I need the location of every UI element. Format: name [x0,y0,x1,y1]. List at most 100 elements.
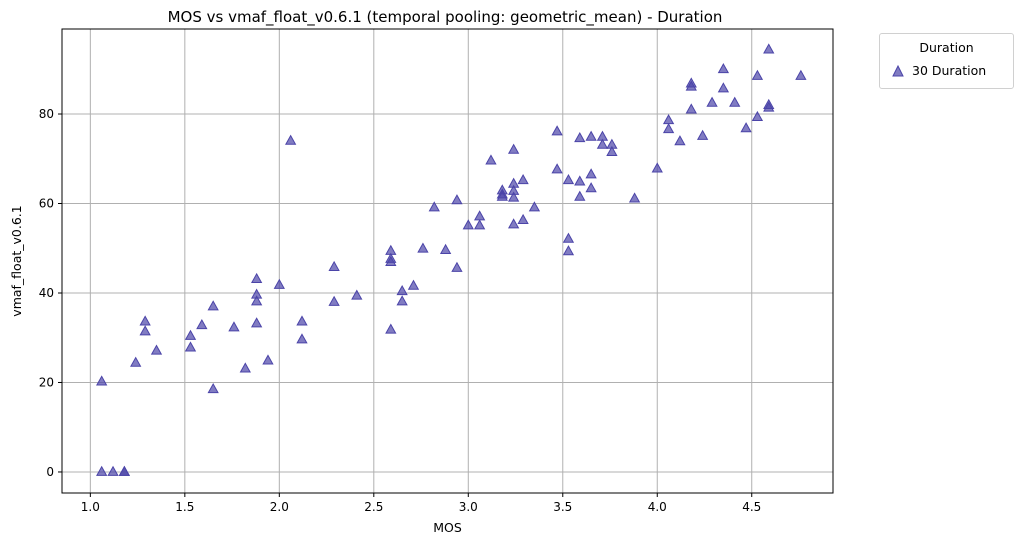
data-point [328,295,340,306]
data-point [207,300,219,311]
data-point [507,218,520,229]
data-point [507,143,520,154]
data-point [628,192,641,203]
data-point [551,125,563,136]
data-point [740,122,752,133]
data-point [262,354,274,365]
data-point [751,110,764,122]
y-tick-label: 40 [39,286,54,300]
data-point [239,362,251,373]
data-point [451,194,463,205]
data-point [407,279,420,290]
grid-lines [62,29,833,493]
data-point [250,272,263,284]
data-point [751,69,764,80]
data-point [685,103,697,114]
data-point [439,243,452,254]
y-tick-label: 0 [46,465,54,479]
data-point [328,260,340,271]
data-point [473,219,486,230]
data-point [585,182,597,193]
data-point [139,325,151,336]
data-point [685,80,697,91]
data-point [451,261,463,272]
data-point [763,43,775,54]
data-point [574,175,586,186]
data-point [417,242,429,253]
data-point [562,245,575,256]
data-point [507,191,520,202]
data-point [184,341,197,352]
data-point [551,163,563,174]
y-tick-label: 60 [39,197,54,211]
x-axis-label: MOS [433,520,462,535]
data-point [496,190,508,201]
x-tick-label: 4.0 [648,500,667,514]
data-point [118,465,131,476]
data-point [250,317,263,328]
legend: Duration 30 Duration [879,33,1014,89]
data-point [473,210,486,221]
x-tick-label: 2.5 [364,500,383,514]
data-point [228,321,240,332]
legend-series-name: 30 Duration [912,63,987,78]
data-point [296,315,308,326]
data-point [662,114,675,125]
y-tick-label: 80 [39,107,54,121]
data-point [285,134,297,145]
data-point [139,315,151,326]
chart-title: MOS vs vmaf_float_v0.6.1 (temporal pooli… [168,8,723,27]
data-point [428,201,440,212]
data-point [150,344,163,355]
data-point [250,295,263,306]
x-tick-label: 1.0 [81,500,100,514]
x-tick-label: 4.5 [742,500,761,514]
data-point [396,284,408,296]
x-tick-label: 2.0 [270,500,289,514]
data-point [96,375,108,386]
x-tick-label: 1.5 [175,500,194,514]
data-point [696,129,709,140]
data-point [585,130,597,141]
data-point [562,232,575,243]
data-point [107,465,119,476]
data-point [717,63,730,74]
data-point [273,278,285,289]
data-point [462,219,474,230]
x-axis-ticks: 1.0 1.5 2.0 2.5 3.0 3.5 4.0 4.5 [81,493,761,514]
legend-entry: 30 Duration [892,63,986,78]
data-point [517,213,529,224]
legend-title: Duration [919,40,974,55]
data-point [396,295,408,306]
x-tick-label: 3.0 [459,500,478,514]
data-point [596,138,609,149]
data-point [184,329,197,340]
data-point [207,382,219,394]
data-point [385,323,397,334]
data-point [763,101,775,112]
y-axis-ticks: 0 20 40 60 80 [39,107,62,479]
data-point [517,174,529,185]
x-tick-label: 3.5 [553,500,572,514]
data-point [574,131,586,143]
data-point [729,96,741,107]
data-point [562,174,575,185]
data-point [196,318,208,330]
data-point [385,255,397,267]
data-point [351,289,363,300]
y-axis-label: vmaf_float_v0.6.1 [9,205,24,316]
data-point [606,145,618,156]
data-point [717,82,730,93]
data-point [651,162,663,173]
data-point [130,356,142,367]
data-point [795,69,807,80]
y-tick-label: 20 [39,375,54,389]
data-point [674,135,686,146]
data-point [706,96,718,107]
data-point [585,168,597,179]
plot-area-frame [61,28,834,494]
data-point [296,333,308,344]
data-points [96,43,807,476]
data-point [662,123,675,134]
